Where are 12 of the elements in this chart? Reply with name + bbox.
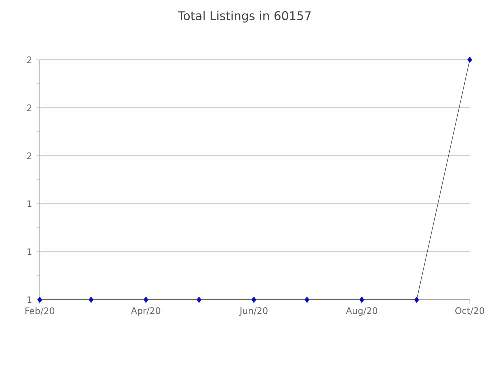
x-tick-label: Oct/20	[456, 308, 484, 315]
x-tick-label: Apr/20	[131, 308, 161, 316]
y-tick-label: 2	[27, 152, 32, 160]
x-tick-label: Feb/20	[26, 308, 55, 316]
y-tick-label: 2	[27, 56, 32, 64]
y-tick-label: 1	[28, 200, 32, 208]
x-tick-label: Aug/20	[346, 308, 378, 316]
x-tick-label: Jun/20	[239, 308, 268, 316]
y-tick-label: 1	[28, 296, 32, 304]
y-tick-label: 1	[28, 248, 32, 256]
chart-title: Total Listings in 60157	[178, 11, 311, 23]
y-tick-label: 2	[27, 104, 32, 112]
